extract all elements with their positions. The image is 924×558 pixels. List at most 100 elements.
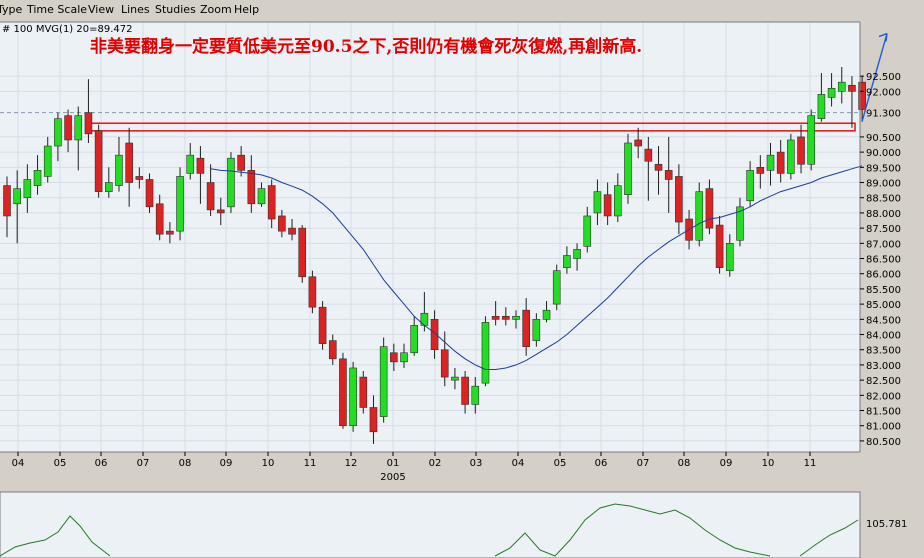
candle <box>94 124 103 198</box>
candle-body <box>369 407 378 433</box>
candle-body <box>542 309 551 320</box>
candle-body <box>318 306 327 344</box>
x-tick-label: 03 <box>470 458 483 469</box>
candle <box>481 316 490 387</box>
candle <box>471 377 480 414</box>
candle <box>807 109 816 171</box>
menu-view[interactable]: View <box>88 3 115 16</box>
y-tick-label: 90.500 <box>866 133 901 144</box>
candle-body <box>328 340 337 360</box>
candle-body <box>532 319 541 341</box>
oscillator-value-label: 105.781 <box>866 519 907 530</box>
candle <box>318 301 327 350</box>
y-tick-label: 83.000 <box>866 361 901 372</box>
candle-body <box>746 170 754 202</box>
y-tick-label: 85.000 <box>866 300 901 311</box>
x-tick-label: 05 <box>54 458 67 469</box>
candle-body <box>624 142 632 195</box>
candle <box>705 179 714 235</box>
candle <box>400 343 408 368</box>
indicator-label: # 100 MVG(1) 20=89.472 <box>2 24 132 35</box>
candle <box>257 182 266 207</box>
candle <box>390 343 398 371</box>
y-tick-label: 83.500 <box>866 346 901 357</box>
candle <box>542 301 551 323</box>
candle-body <box>491 315 500 320</box>
candle-body <box>451 376 459 381</box>
menu-time-scale[interactable]: Time Scale <box>27 3 88 16</box>
candle-body <box>43 145 52 177</box>
candle-body <box>440 349 449 378</box>
candle <box>430 310 439 359</box>
x-tick-label: 08 <box>678 458 691 469</box>
candle <box>288 219 296 241</box>
candle-body <box>257 188 266 205</box>
annotation-text: 非美要翻身一定要質低美元至90.5之下,否則仍有機會死灰復燃,再創新高. <box>90 36 642 57</box>
candle <box>624 133 632 204</box>
menu-studies[interactable]: Studies <box>155 3 196 16</box>
candle <box>410 316 419 356</box>
candle-body <box>583 215 592 247</box>
current-price-label: 91.300 <box>866 109 901 120</box>
arrow-shaft <box>861 33 888 122</box>
x-tick-label: 08 <box>179 458 192 469</box>
y-tick-label: 87.500 <box>866 224 901 235</box>
candle-body <box>573 249 581 259</box>
candle-body <box>390 352 398 363</box>
x-tick-label: 09 <box>220 458 233 469</box>
candle-body <box>807 115 816 165</box>
candle <box>695 182 704 247</box>
candle <box>359 371 368 414</box>
candle-body <box>644 148 653 162</box>
candle-body <box>695 191 704 241</box>
candle <box>328 334 337 365</box>
candle-body <box>817 94 826 119</box>
candle <box>715 215 724 274</box>
candle-body <box>522 309 530 347</box>
candle-body <box>339 358 347 427</box>
candle-body <box>837 81 846 92</box>
candle-body <box>33 170 42 186</box>
candle <box>54 112 62 162</box>
menu-lines[interactable]: Lines <box>121 3 150 16</box>
menu-help[interactable]: Help <box>234 3 260 16</box>
candle-body <box>827 87 836 98</box>
candle <box>206 164 215 216</box>
candle-body <box>654 163 663 171</box>
candle <box>848 76 856 128</box>
candle <box>573 243 581 271</box>
candle <box>105 167 113 198</box>
candle <box>451 367 459 390</box>
candle <box>64 109 72 153</box>
menu-type[interactable]: Type <box>0 3 23 16</box>
candle-body <box>756 167 765 174</box>
candle-body <box>176 176 184 232</box>
candle <box>115 136 123 192</box>
x-tick-label: 09 <box>720 458 733 469</box>
candle <box>613 173 622 223</box>
candle-body <box>13 188 21 205</box>
candle <box>227 152 235 213</box>
candle <box>817 73 826 122</box>
y-tick-label: 87.000 <box>866 239 901 250</box>
menu-zoom[interactable]: Zoom <box>200 3 232 16</box>
candle <box>74 106 83 171</box>
candle <box>186 143 195 180</box>
x-tick-label: 06 <box>95 458 108 469</box>
candles-layer <box>3 67 866 444</box>
candle-body <box>196 157 205 174</box>
x-tick-label: 07 <box>637 458 650 469</box>
x-tick-label: 10 <box>762 458 775 469</box>
candle <box>552 264 561 311</box>
candle <box>196 146 205 204</box>
x-tick-label: 10 <box>262 458 275 469</box>
candle-body <box>858 81 866 110</box>
candle-body <box>247 170 256 205</box>
candle-body <box>379 346 388 417</box>
grid <box>0 22 860 452</box>
candle <box>267 179 276 229</box>
candle <box>634 127 642 159</box>
candle <box>736 197 744 247</box>
candle <box>216 197 225 226</box>
candle <box>766 143 775 186</box>
